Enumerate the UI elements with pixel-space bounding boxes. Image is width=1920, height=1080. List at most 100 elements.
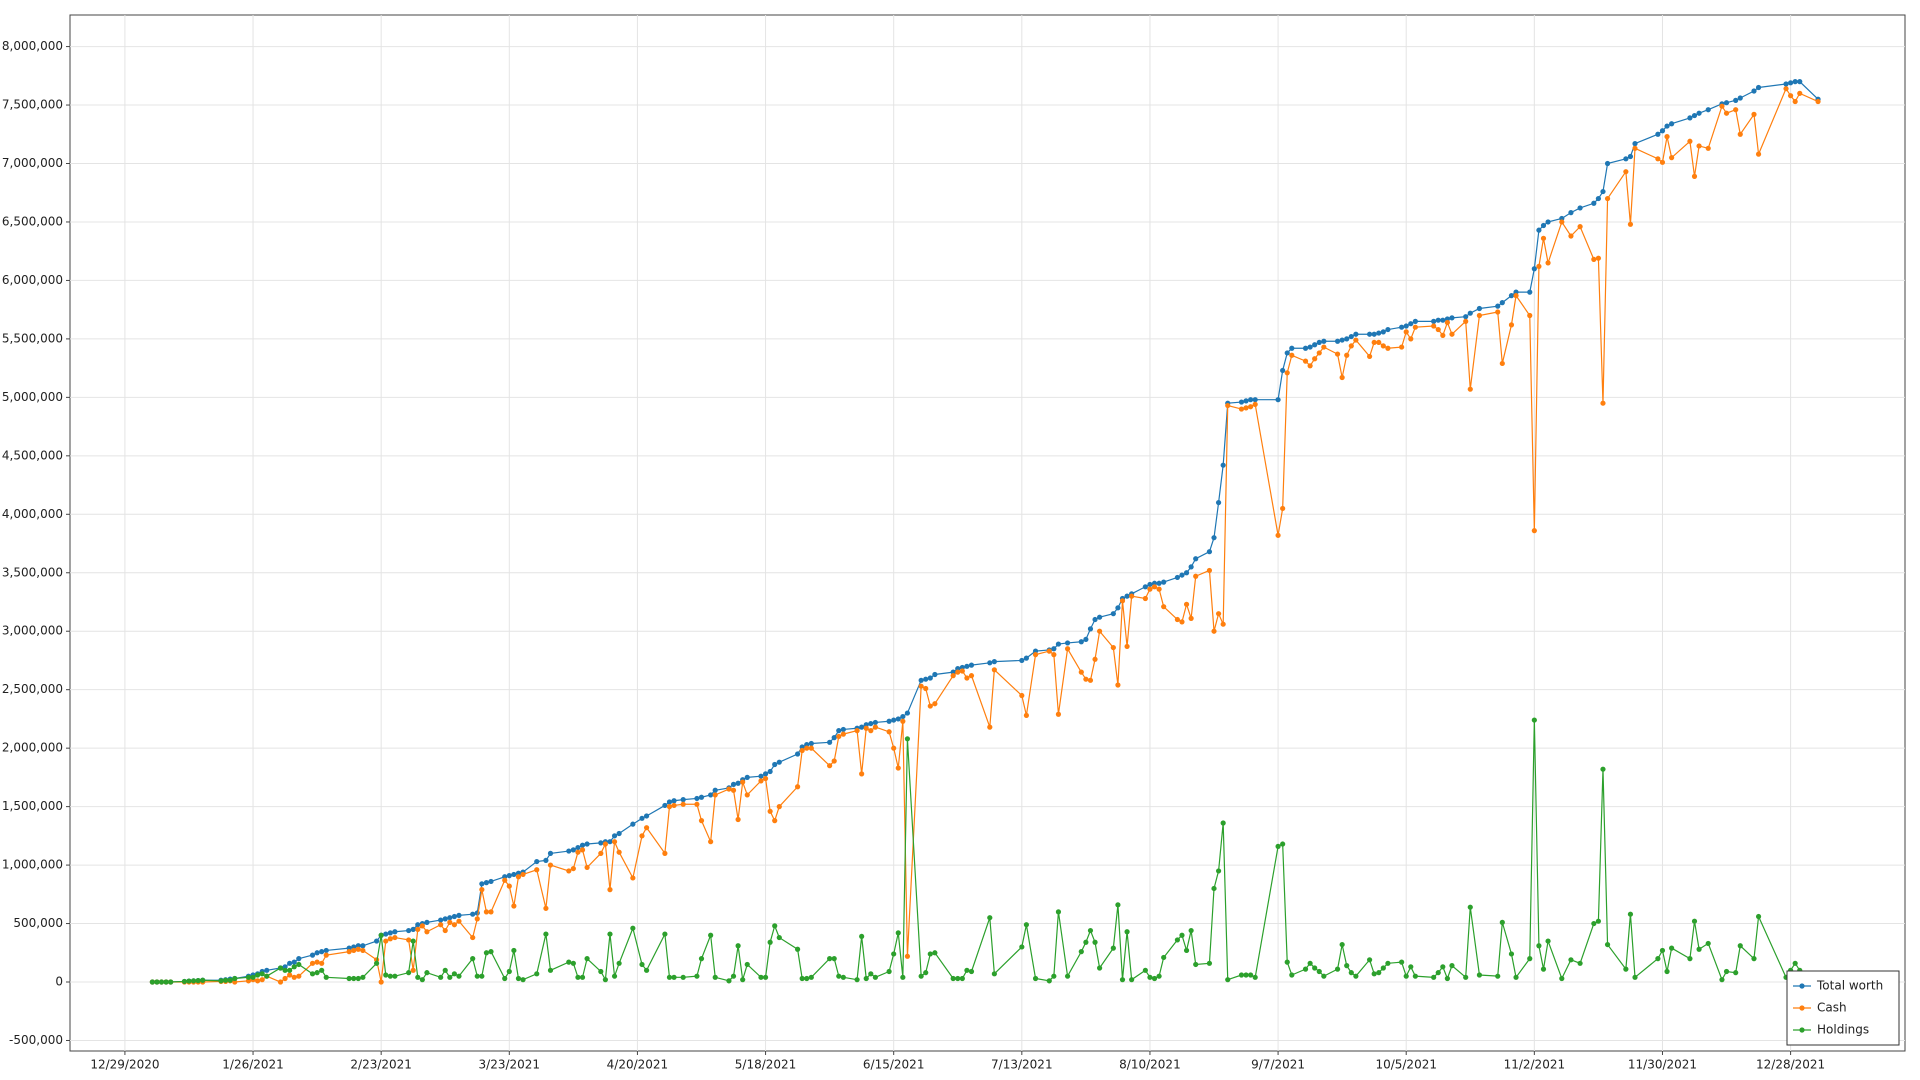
data-point (570, 847, 576, 853)
data-point (406, 937, 412, 943)
data-point (351, 947, 357, 954)
data-point (419, 923, 425, 929)
data-point (886, 718, 892, 724)
data-point (424, 929, 430, 935)
data-point (872, 724, 878, 730)
data-point (991, 971, 997, 977)
data-point (662, 931, 668, 937)
data-point (291, 959, 297, 965)
data-point (1046, 978, 1052, 984)
data-point (1129, 977, 1135, 983)
data-point (579, 847, 586, 853)
data-point (1595, 255, 1602, 261)
data-point (319, 960, 325, 966)
data-point (900, 713, 906, 720)
data-point (355, 975, 361, 982)
data-point (319, 967, 325, 973)
data-point (383, 972, 389, 978)
data-point (776, 934, 782, 941)
data-point (319, 949, 325, 955)
data-point (1623, 966, 1629, 972)
data-point (1124, 593, 1130, 599)
data-point (543, 931, 549, 937)
data-point (1399, 344, 1405, 350)
data-point (373, 960, 380, 966)
data-point (1051, 646, 1057, 652)
data-point (1188, 564, 1194, 570)
data-point (566, 848, 572, 854)
data-point (1110, 644, 1116, 651)
data-point (1687, 956, 1693, 962)
data-point (1792, 960, 1798, 966)
data-point (1449, 963, 1455, 969)
data-point (1513, 974, 1519, 980)
y-tick-label: 0 (55, 975, 63, 989)
data-point (314, 950, 320, 956)
data-point (1124, 929, 1130, 935)
data-point (735, 816, 741, 823)
data-point (762, 974, 769, 980)
data-point (932, 701, 938, 707)
data-point (868, 971, 874, 977)
data-point (607, 887, 613, 893)
data-point (950, 975, 956, 982)
data-point (1632, 974, 1638, 980)
x-tick-label: 8/10/2021 (1119, 1058, 1181, 1072)
data-point (1664, 123, 1670, 129)
data-point (520, 977, 526, 983)
data-point (630, 821, 636, 827)
y-tick-label: 500,000 (13, 916, 63, 930)
data-point (1087, 626, 1094, 632)
data-point (438, 917, 444, 923)
data-point (1252, 397, 1258, 403)
data-point (442, 927, 448, 934)
data-point (1371, 339, 1377, 346)
data-point (1174, 616, 1181, 623)
data-point (1289, 345, 1295, 351)
data-point (1568, 957, 1574, 963)
data-point (387, 930, 393, 936)
data-point (287, 960, 293, 966)
data-point (392, 973, 398, 979)
data-point (630, 925, 636, 931)
data-point (488, 878, 494, 885)
data-point (346, 949, 352, 955)
data-point (1348, 343, 1354, 349)
data-point (1307, 960, 1313, 966)
data-point (1527, 289, 1533, 295)
data-point (1815, 98, 1821, 105)
data-point (1220, 820, 1226, 826)
data-point (1669, 945, 1675, 951)
data-point (1655, 131, 1661, 137)
data-point (1604, 195, 1611, 202)
data-point (1467, 904, 1473, 910)
data-point (1023, 922, 1029, 928)
data-point (598, 850, 604, 856)
data-point (794, 946, 801, 952)
data-point (309, 952, 316, 958)
data-point (1161, 579, 1167, 585)
data-point (515, 975, 522, 982)
data-point (1179, 619, 1185, 625)
data-point (1495, 973, 1501, 979)
data-point (698, 956, 705, 962)
data-point (712, 792, 718, 798)
data-point (859, 933, 865, 940)
data-point (827, 763, 833, 769)
data-point (1367, 331, 1373, 337)
data-point (470, 934, 476, 941)
data-point (1380, 343, 1386, 349)
data-point (442, 967, 448, 973)
data-point (451, 922, 457, 928)
data-point (277, 979, 284, 985)
data-point (607, 931, 613, 937)
data-point (1751, 88, 1757, 94)
data-point (1321, 338, 1327, 344)
data-point (1691, 918, 1698, 924)
data-point (1385, 326, 1391, 333)
data-point (1664, 134, 1670, 140)
y-tick-label: -500,000 (9, 1033, 63, 1047)
data-point (296, 961, 302, 968)
data-point (1536, 227, 1542, 233)
data-point (232, 975, 238, 982)
